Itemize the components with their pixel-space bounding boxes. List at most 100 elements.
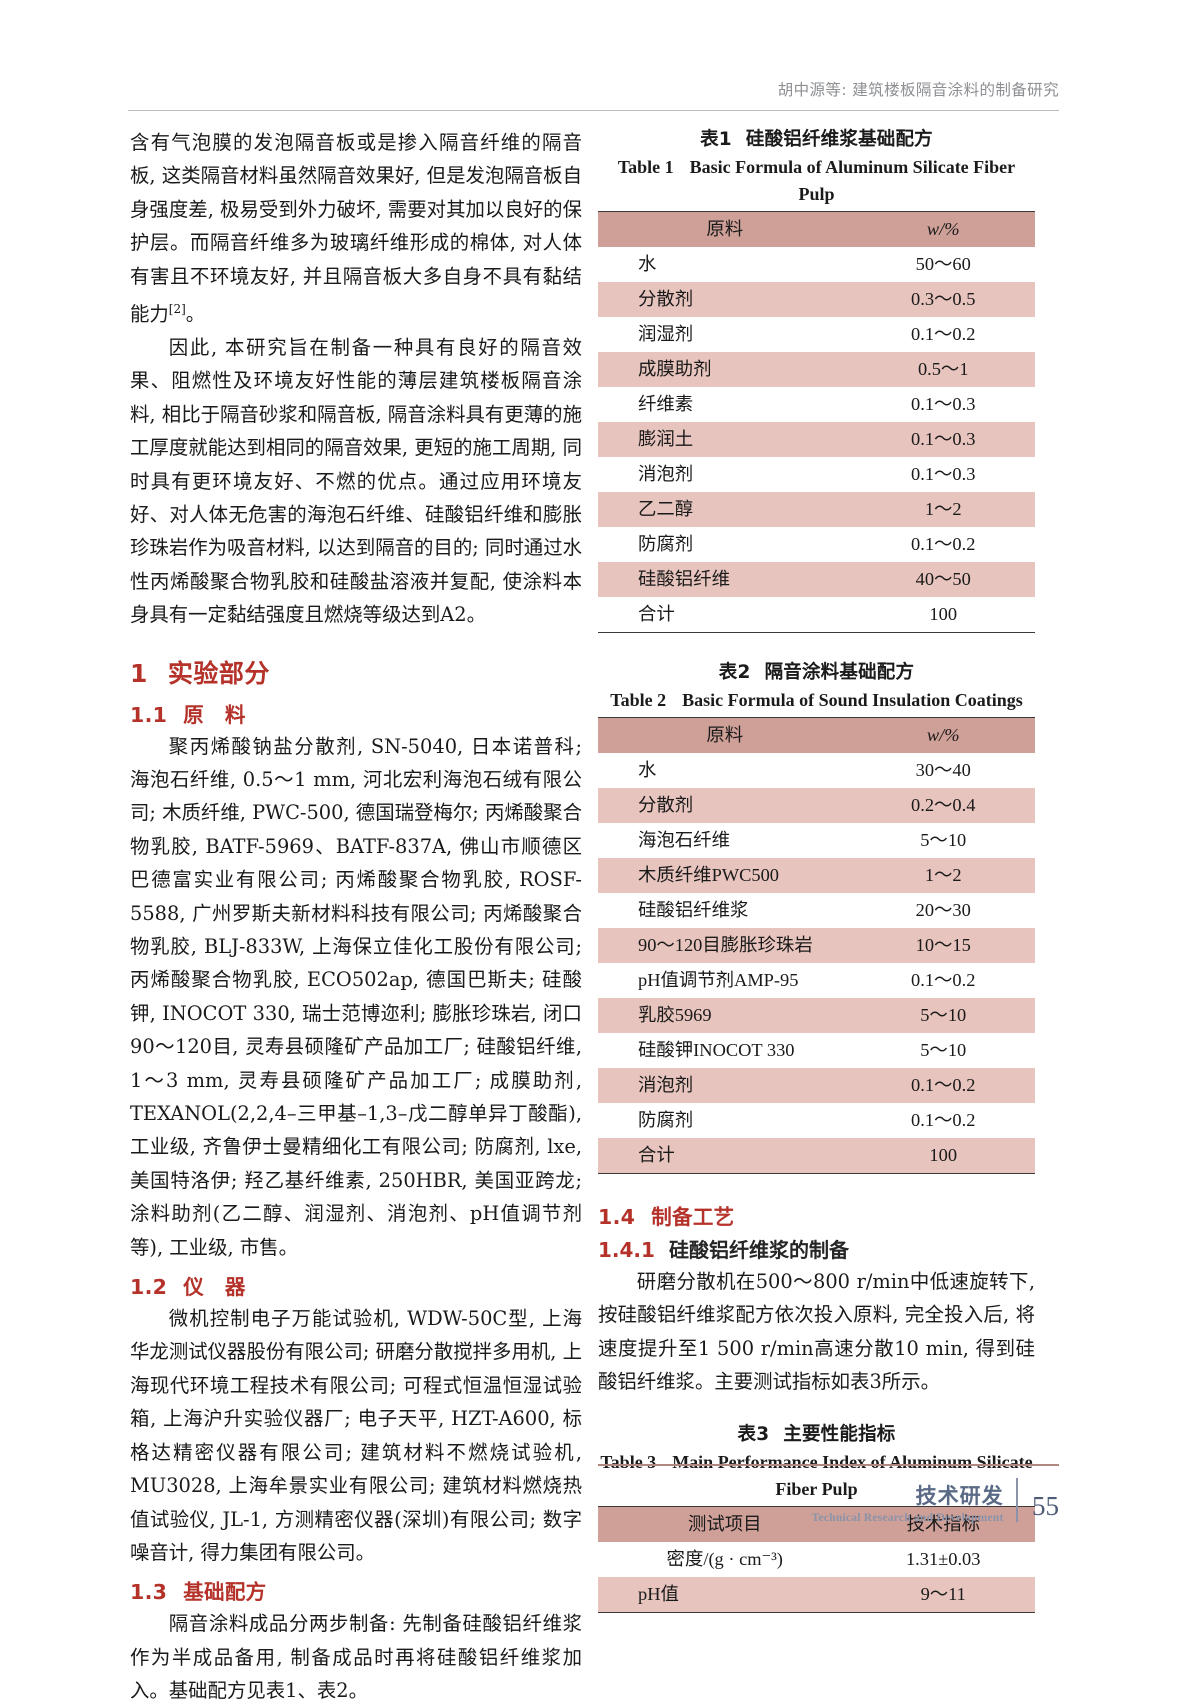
table-2-cell: 10～15: [851, 928, 1035, 963]
table-1-caption-en: Table 1 Basic Formula of Aluminum Silicat…: [598, 154, 1035, 208]
table-2-title-en: Basic Formula of Sound Insulation Coatin…: [682, 690, 1023, 710]
table-1-cell: 40～50: [851, 562, 1035, 597]
section-heading-1: 1 实验部分: [130, 654, 582, 690]
table-2-cell: 5～10: [851, 998, 1035, 1033]
table-1-cell: 合计: [598, 597, 852, 633]
table-row: 合计 100: [598, 1138, 1035, 1174]
table-1-cell: 0.3～0.5: [851, 282, 1035, 317]
table-1-label-en: Table 1: [617, 157, 674, 177]
table-row: 分散剂 0.2～0.4: [598, 788, 1035, 823]
table-row: pH值 9～11: [598, 1576, 1035, 1613]
table-2-cell: 90～120目膨胀珍珠岩: [598, 928, 852, 963]
table-2-cell: 20～30: [915, 900, 971, 920]
table-2-cell: 1～2: [851, 858, 1035, 893]
footer-section-label: 技术研发 Technical Research and Development: [812, 1486, 1004, 1524]
table-3-cell: 密度/(g · cm⁻³): [666, 1548, 783, 1569]
table-1-cell: 0.1～0.2: [911, 534, 976, 554]
table-row-header: 原料 w/%: [598, 717, 1035, 753]
table-2-cell: 5～10: [920, 1040, 967, 1060]
table-row: 合计 100: [598, 597, 1035, 633]
table-row: 润湿剂 0.1～0.2: [598, 317, 1035, 352]
table-2-cell: pH值调节剂AMP-95: [638, 970, 799, 990]
table-row: 硅酸钾INOCOT 330 5～10: [598, 1033, 1035, 1068]
section-1-2-title: 仪 器: [183, 1275, 246, 1300]
table-1-cell: 硅酸铝纤维: [598, 562, 852, 597]
table-1-cell: 1～2: [851, 492, 1035, 527]
table-1-cell: 0.1～0.3: [911, 464, 976, 484]
section-1-3-title: 基础配方: [183, 1580, 267, 1605]
table-2-cell: 乳胶5969: [598, 998, 852, 1033]
paragraph-materials: 聚丙烯酸钠盐分散剂, SN-5040, 日本诺普科; 海泡石纤维, 0.5～1 …: [130, 734, 582, 1259]
table-1-cell: 水: [638, 254, 657, 274]
table-row: 防腐剂 0.1～0.2: [598, 1103, 1035, 1138]
section-1-4-1-number: 1.4.1: [598, 1238, 655, 1262]
table-1: 原料 w/% 水 50～60 分散剂 0.3～0.5 润湿剂 0.1～0.2 成膜助剂…: [598, 211, 1035, 633]
table-row-header: 测试项目 技术指标: [598, 1505, 1035, 1542]
header-rule: [128, 110, 1059, 112]
table-row: 木质纤维PWC500 1～2: [598, 858, 1035, 893]
table-1-cell: 0.1～0.3: [911, 394, 976, 414]
table-row: 密度/(g · cm⁻³) 1.31±0.03: [598, 1542, 1035, 1577]
table-2-label-en: Table 2: [610, 690, 667, 710]
table-2-cell: 防腐剂: [638, 1110, 694, 1130]
footer-rule: [598, 1464, 1059, 1467]
section-heading-1-3: 1.3 基础配方: [130, 1575, 582, 1605]
table-2-cell: 30～40: [915, 760, 971, 780]
section-heading-1-4: 1.4 制备工艺: [598, 1200, 1035, 1230]
table-row: 成膜助剂 0.5～1: [598, 352, 1035, 387]
table-3-caption-cn: 表3 主要性能指标: [598, 1421, 1035, 1449]
table-2-cell: 海泡石纤维: [638, 830, 730, 850]
table-3-label-cn: 表3: [737, 1423, 770, 1445]
table-2-title-cn: 隔音涂料基础配方: [764, 662, 915, 683]
document-page: 胡中源等: 建筑楼板隔音涂料的制备研究 含有气泡膜的发泡隔音板或是掺入隔音纤维的…: [128, 81, 1059, 1702]
table-1-cell: 膨润土: [598, 422, 852, 457]
table-1-cell: 100: [851, 597, 1035, 633]
table-1-cell: 0.5～1: [851, 352, 1035, 387]
section-1-1-title: 原 料: [183, 702, 246, 727]
section-heading-1-4-1: 1.4.1 硅酸铝纤维浆的制备: [598, 1234, 1035, 1263]
table-row: 硅酸铝纤维浆 20～30: [598, 893, 1035, 928]
paragraph-purpose: 因此, 本研究旨在制备一种具有良好的隔音效果、阻燃性及环境友好性能的薄层建筑楼板…: [130, 335, 582, 627]
running-header: 胡中源等: 建筑楼板隔音涂料的制备研究: [777, 81, 1059, 99]
table-2-label-cn: 表2: [718, 662, 751, 683]
table-row: 水 30～40: [598, 753, 1035, 788]
table-row-header: 原料 w/%: [598, 211, 1035, 247]
table-2-cell: 硅酸铝纤维浆: [638, 900, 749, 920]
table-1-cell: 消泡剂: [638, 464, 694, 484]
table-row: 乳胶5969 5～10: [598, 998, 1035, 1033]
table-1-col-header-0: 原料: [598, 211, 852, 247]
table-2-cell: 分散剂: [598, 788, 852, 823]
table-2-cell: 5～10: [920, 830, 967, 850]
table-row: 硅酸铝纤维 40～50: [598, 562, 1035, 597]
section-1-4-number: 1.4: [598, 1205, 636, 1229]
paragraph-instruments: 微机控制电子万能试验机, WDW-50C型, 上海华龙测试仪器股份有限公司; 研…: [130, 1307, 582, 1564]
table-1-cell: 防腐剂: [638, 534, 694, 554]
table-1-label-cn: 表1: [700, 129, 732, 150]
table-2-caption-en: Table 2 Basic Formula of Sound Insulation…: [598, 687, 1035, 714]
table-2-cell: 水: [638, 760, 657, 780]
table-row: 水 50～60: [598, 247, 1035, 282]
page-footer: 技术研发 Technical Research and Development …: [812, 1478, 1059, 1524]
table-2-cell: 硅酸钾INOCOT 330: [638, 1040, 795, 1060]
citation-ref-2: [2]: [168, 302, 186, 317]
table-row: 消泡剂 0.1～0.2: [598, 1068, 1035, 1103]
table-1-cell: 0.1～0.3: [851, 422, 1035, 457]
paragraph-continued-tail: 。: [185, 302, 206, 326]
table-1-cell: 0.1～0.2: [911, 324, 976, 344]
table-1-cell: 乙二醇: [598, 492, 852, 527]
section-1-2-number: 1.2: [130, 1275, 168, 1300]
footer-section-cn: 技术研发: [915, 1484, 1004, 1509]
table-3-title-cn: 主要性能指标: [783, 1423, 896, 1445]
table-3-cell: 1.31±0.03: [905, 1548, 981, 1569]
table-2: 原料 w/% 水 30～40 分散剂 0.2～0.4 海泡石纤维 5～10 木质纤维P…: [598, 717, 1035, 1174]
table-2-cell: 合计: [598, 1138, 852, 1174]
table-row: 海泡石纤维 5～10: [598, 823, 1035, 858]
right-column: 表1 硅酸铝纤维浆基础配方 Table 1 Basic Formula of Alu…: [598, 126, 1035, 1639]
table-2-block: 表2 隔音涂料基础配方 Table 2 Basic Formula of Sound…: [598, 659, 1035, 1174]
table-1-caption-cn: 表1 硅酸铝纤维浆基础配方: [598, 126, 1035, 154]
section-heading-1-1: 1.1 原 料: [130, 698, 582, 728]
table-row: 分散剂 0.3～0.5: [598, 282, 1035, 317]
section-1-4-1-title: 硅酸铝纤维浆的制备: [668, 1238, 849, 1262]
table-row: 防腐剂 0.1～0.2: [598, 527, 1035, 562]
table-3-label-en: Table 3: [600, 1451, 657, 1472]
